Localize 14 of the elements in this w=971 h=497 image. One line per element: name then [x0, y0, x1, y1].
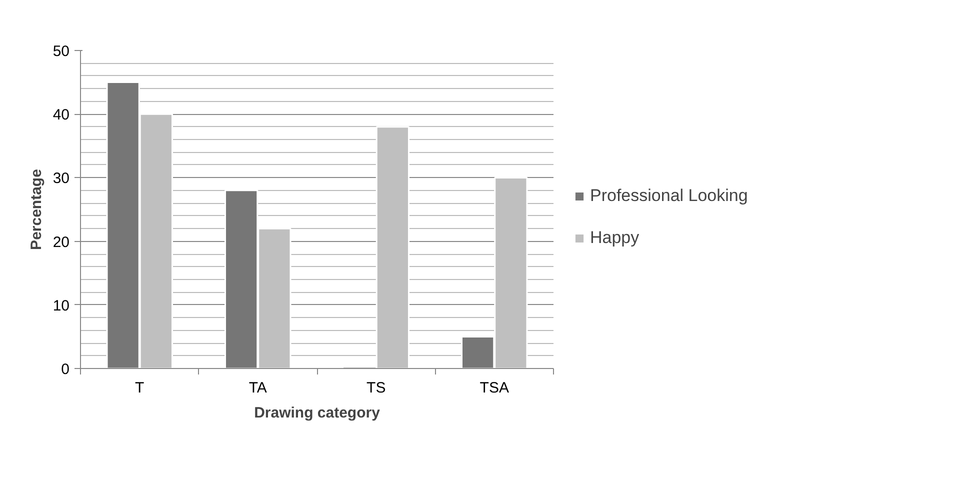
y-tick-label: 0 [61, 361, 70, 378]
y-tick-label: 20 [52, 234, 70, 251]
legend-label: Professional Looking [590, 186, 748, 206]
y-axis-title: Percentage [28, 169, 45, 250]
y-tick-label: 10 [52, 297, 70, 314]
x-tick-label: T [135, 380, 144, 396]
y-tick-label: 30 [52, 170, 70, 188]
legend-label: Happy [590, 228, 640, 248]
y-tick-label: 50 [52, 43, 70, 60]
x-tick-label: TA [248, 380, 267, 396]
x-axis-title: Drawing category [254, 404, 381, 422]
y-tick-label: 40 [52, 106, 70, 124]
x-tick-label: TS [366, 380, 386, 396]
x-tick-label: TSA [480, 380, 509, 396]
